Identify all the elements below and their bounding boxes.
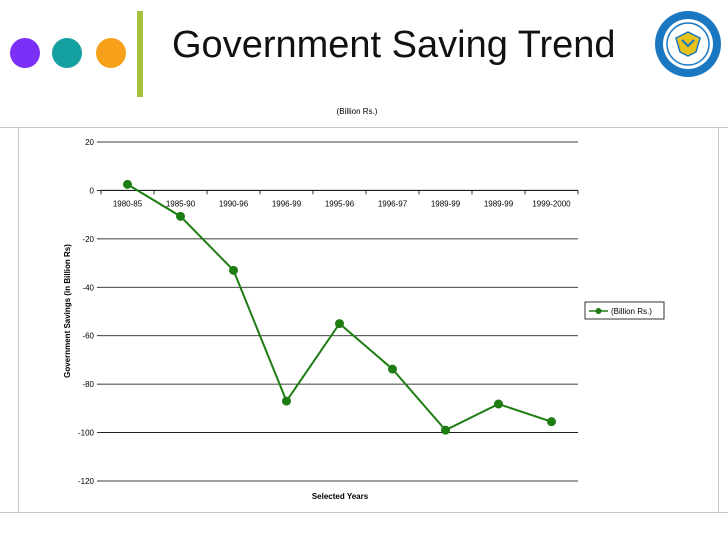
x-tick-label: 1996-97 (378, 199, 408, 208)
legend-label: (Billion Rs.) (611, 307, 652, 316)
x-tick-label: 1990-96 (219, 199, 249, 208)
x-tick-label: 1980-85 (113, 199, 143, 208)
y-axis-ticks: 20 0 -20 -40 -60 -80 -100 -120 (78, 138, 101, 486)
y-tick-label: -100 (78, 429, 95, 438)
data-point (229, 265, 238, 275)
gridlines (101, 141, 578, 482)
y-tick-label: -80 (82, 380, 94, 389)
chart-title: (Billion Rs.) (337, 107, 378, 116)
y-tick-label: 0 (90, 186, 95, 195)
data-point (123, 179, 132, 189)
data-point (441, 425, 450, 435)
y-tick-label: -20 (82, 235, 94, 244)
data-point (282, 396, 291, 406)
x-tick-label: 1985-90 (166, 199, 196, 208)
x-tick-label: 1995-96 (325, 199, 355, 208)
legend: (Billion Rs.) (584, 301, 665, 320)
university-seal-logo-icon (655, 11, 721, 77)
y-axis-label: Government Savings (in Billion Rs) (63, 244, 72, 378)
data-point (547, 417, 556, 427)
series-group (123, 179, 556, 435)
y-tick-label: -60 (82, 332, 94, 341)
x-axis-ticks: 1980-85 1985-90 1990-96 1996-99 1995-96 1996-… (100, 190, 579, 208)
slide-title: Government Saving Trend (172, 24, 616, 66)
plot-frame-left (18, 127, 19, 512)
data-point (494, 399, 503, 409)
x-tick-label: 1989-99 (484, 199, 514, 208)
data-point (335, 319, 344, 329)
plot-frame-top (0, 127, 728, 128)
data-point (388, 364, 397, 374)
data-point (176, 211, 185, 221)
y-tick-label: -40 (82, 283, 94, 292)
plot-frame-bottom (0, 512, 728, 513)
y-tick-label: 20 (85, 138, 94, 147)
x-axis-label: Selected Years (312, 492, 369, 501)
legend-marker (595, 308, 602, 314)
x-tick-label: 1999-2000 (532, 199, 571, 208)
title-accent-bar (137, 11, 143, 97)
y-tick-label: -120 (78, 477, 95, 486)
purple-circle-decoration (10, 38, 40, 68)
x-tick-label: 1996-99 (272, 199, 302, 208)
teal-circle-decoration (52, 38, 82, 68)
x-tick-label: 1989-99 (431, 199, 461, 208)
series-line (126, 183, 552, 432)
orange-circle-decoration (96, 38, 126, 68)
plot-frame-right (718, 127, 719, 512)
legend-box (584, 301, 665, 320)
